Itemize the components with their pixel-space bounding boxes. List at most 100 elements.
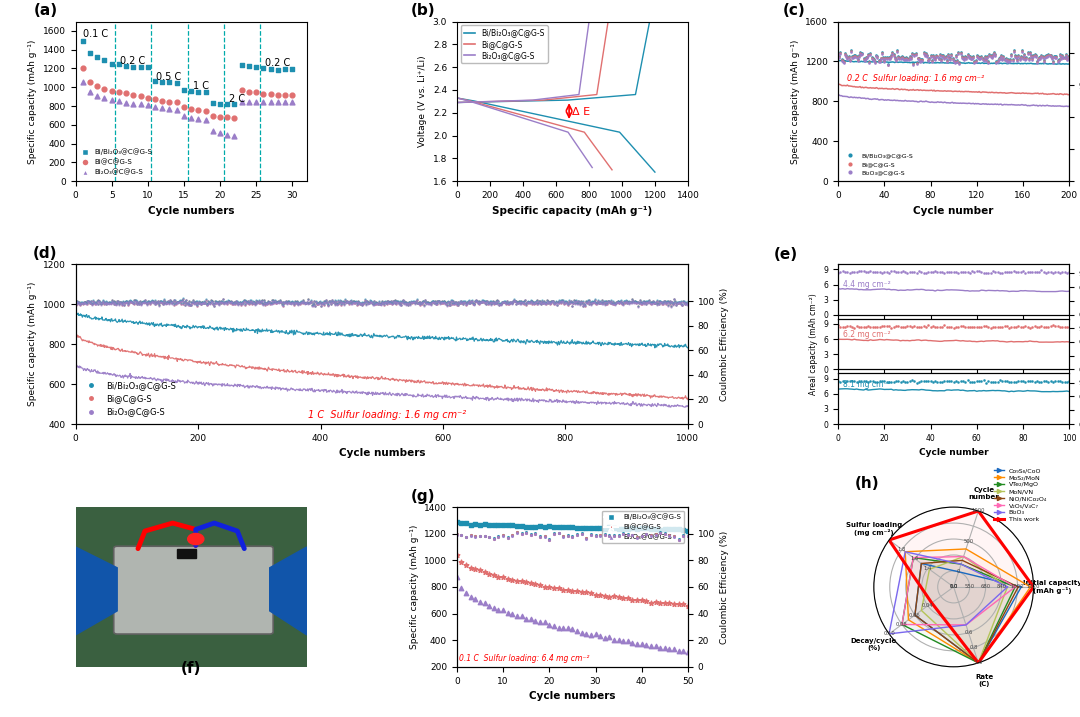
Point <box>311 296 328 308</box>
Legend: Bi/Bi₂O₃@C@G-S, Bi@C@G-S, Bi₂O₃@C@G-S: Bi/Bi₂O₃@C@G-S, Bi@C@G-S, Bi₂O₃@C@G-S <box>841 151 916 178</box>
Point <box>664 298 681 309</box>
Point <box>670 297 687 308</box>
Point <box>125 298 143 310</box>
Point <box>539 298 556 309</box>
Point <box>1050 56 1067 67</box>
Point <box>555 298 572 309</box>
Point <box>651 295 669 307</box>
Point <box>996 266 1013 277</box>
Point <box>410 296 428 308</box>
Point <box>308 296 325 308</box>
Point <box>922 321 940 333</box>
Point <box>438 300 456 311</box>
Point <box>861 56 878 67</box>
Point <box>399 298 416 309</box>
Point <box>267 295 284 306</box>
Point <box>403 296 420 308</box>
Point <box>658 298 675 309</box>
Point <box>82 298 99 309</box>
Point <box>449 297 467 308</box>
Point <box>1051 48 1068 60</box>
Point <box>213 298 230 309</box>
Point <box>75 297 92 308</box>
Point <box>204 298 221 310</box>
Point <box>679 296 697 308</box>
Point <box>103 297 120 308</box>
Point <box>629 639 646 650</box>
Point <box>1040 48 1057 60</box>
Point <box>86 297 104 308</box>
Point <box>535 297 552 308</box>
Point <box>606 298 623 309</box>
Point <box>635 295 652 307</box>
Point <box>149 295 166 307</box>
Point <box>261 296 279 308</box>
Point <box>350 295 367 307</box>
Point <box>80 295 97 307</box>
Point <box>656 295 673 307</box>
Point <box>642 297 659 308</box>
Point <box>443 295 460 307</box>
Point <box>432 297 449 308</box>
Point <box>1010 320 1027 331</box>
Point <box>637 296 654 308</box>
Point <box>390 295 407 307</box>
Point <box>662 300 679 312</box>
Point <box>476 531 494 542</box>
Point <box>247 87 265 98</box>
Point <box>527 298 544 309</box>
Point <box>988 57 1005 69</box>
Point <box>242 296 259 308</box>
Point <box>159 297 176 308</box>
Point <box>927 375 944 386</box>
Point <box>480 296 497 308</box>
Y-axis label: Specific capacity (mAh g⁻¹): Specific capacity (mAh g⁻¹) <box>28 39 38 163</box>
Point <box>648 299 665 310</box>
Point <box>914 56 931 67</box>
Point <box>994 321 1011 333</box>
Point <box>1035 56 1052 67</box>
Point <box>509 610 526 622</box>
Point <box>644 296 661 308</box>
Point <box>271 296 288 308</box>
Point <box>68 295 85 307</box>
Point <box>484 298 501 309</box>
Point <box>311 297 328 308</box>
Point <box>281 298 298 309</box>
Point <box>888 54 905 66</box>
Point <box>500 297 517 308</box>
Point <box>114 296 132 308</box>
Point <box>592 296 609 308</box>
Point <box>327 298 345 309</box>
Point <box>848 50 865 62</box>
Point <box>975 267 993 278</box>
Point <box>102 297 119 308</box>
Point <box>188 298 205 310</box>
Point <box>309 298 326 310</box>
Point <box>895 54 913 66</box>
Point <box>831 51 848 62</box>
Point <box>288 298 306 309</box>
Point <box>374 297 391 308</box>
Point <box>476 295 494 307</box>
Point <box>572 296 590 308</box>
Point <box>937 50 955 62</box>
Point <box>335 297 352 308</box>
Point <box>618 295 635 306</box>
Point <box>612 295 630 306</box>
Point <box>222 296 240 308</box>
Point <box>501 298 518 309</box>
Point <box>629 297 646 308</box>
Point <box>411 296 429 308</box>
Point <box>674 299 691 310</box>
Point <box>336 297 353 308</box>
Point <box>646 297 663 308</box>
Point <box>75 63 92 75</box>
Point <box>488 295 505 306</box>
Point <box>453 517 470 528</box>
Point <box>927 321 944 333</box>
Point <box>273 296 291 308</box>
Point <box>238 295 255 307</box>
Point <box>278 295 295 307</box>
Point <box>72 299 90 310</box>
